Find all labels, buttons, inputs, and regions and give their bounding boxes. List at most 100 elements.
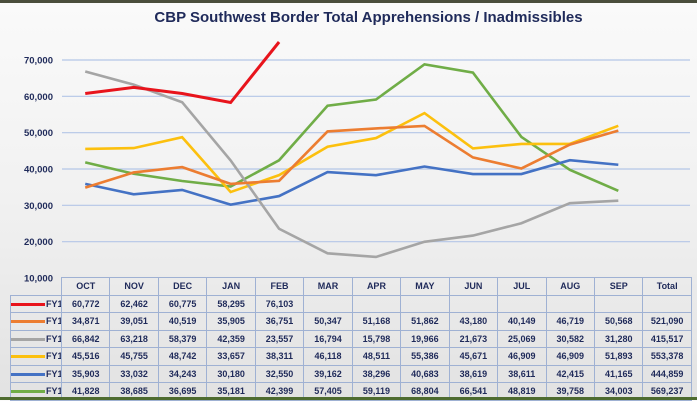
- data-cell: 58,295: [206, 294, 256, 313]
- legend-label: FY14: [46, 386, 61, 397]
- data-cell: 45,755: [109, 347, 159, 366]
- series-line-fy15: [84, 158, 619, 207]
- x-tick-label: JUL: [497, 277, 547, 296]
- data-cell: 50,347: [303, 312, 353, 331]
- gridlines: [62, 59, 690, 243]
- data-cell: 40,519: [157, 312, 208, 331]
- data-cell: 46,909: [497, 347, 547, 366]
- data-cell: 39,162: [303, 364, 353, 383]
- legend-entry: FY16: [10, 347, 62, 366]
- data-cell: [448, 294, 499, 313]
- data-cell: 34,871: [60, 312, 111, 331]
- data-cell: 48,511: [351, 347, 402, 366]
- data-cell: 48,742: [157, 347, 208, 366]
- x-tick-label: DEC: [157, 277, 208, 296]
- data-cell: 23,557: [254, 329, 305, 348]
- data-cell: 25,069: [497, 329, 547, 348]
- data-cell: 63,218: [109, 329, 159, 348]
- legend-swatch: [11, 390, 45, 394]
- series-line-fy19: [85, 41, 281, 105]
- data-cell: 33,657: [206, 347, 256, 366]
- legend-entry: FY19: [10, 294, 62, 313]
- legend-label: FY16: [46, 351, 61, 362]
- series-line-fy18: [84, 124, 619, 189]
- data-cell: 46,719: [545, 312, 595, 331]
- x-tick-label: MAR: [303, 277, 353, 296]
- bottom-border: [0, 397, 697, 400]
- data-cell: 50,568: [593, 312, 644, 331]
- series-lines: [84, 41, 619, 259]
- y-tick-label: 60,000: [24, 92, 53, 103]
- data-cell: 46,909: [545, 347, 595, 366]
- series-line-fy16: [85, 111, 619, 194]
- legend-label: FY15: [46, 368, 61, 379]
- data-cell: 68,804: [400, 382, 450, 401]
- data-cell: 58,379: [157, 329, 208, 348]
- legend-entry: FY17: [10, 329, 62, 348]
- data-cell: 42,359: [206, 329, 256, 348]
- series-line-fy17: [84, 70, 619, 259]
- data-cell: 38,296: [351, 364, 402, 383]
- y-tick-label: 30,000: [24, 201, 53, 212]
- table-row: FY1645,51645,75548,74233,65738,31146,118…: [10, 347, 692, 366]
- data-cell: 30,180: [206, 364, 256, 383]
- y-tick-label: 70,000: [24, 56, 53, 67]
- y-tick-label: 20,000: [24, 237, 53, 248]
- total-cell: 569,237: [642, 382, 692, 401]
- legend-label: FY18: [46, 316, 61, 327]
- y-axis: 70,000 60,000 50,000 40,000 30,000 20,000 10,0…: [24, 56, 53, 285]
- data-cell: 39,051: [109, 312, 159, 331]
- table-row: FY1535,90333,03234,24330,18032,55039,162…: [10, 364, 692, 383]
- x-tick-label: SEP: [593, 277, 644, 296]
- data-cell: 41,165: [593, 364, 644, 383]
- data-cell: 32,550: [254, 364, 305, 383]
- legend-entry: FY18: [10, 312, 62, 331]
- series-line-fy14: [84, 62, 619, 192]
- data-cell: [400, 294, 450, 313]
- data-cell: 30,582: [545, 329, 595, 348]
- table-corner: [11, 278, 62, 296]
- data-cell: 43,180: [448, 312, 499, 331]
- total-cell: 553,378: [642, 347, 692, 366]
- top-border: [0, 0, 697, 3]
- data-cell: 19,966: [400, 329, 450, 348]
- total-cell: [642, 294, 692, 313]
- data-cell: [497, 294, 547, 313]
- chart-title: CBP Southwest Border Total Apprehensions…: [154, 9, 583, 26]
- data-cell: 45,516: [60, 347, 111, 366]
- table-row: FY1834,87139,05140,51935,90536,75150,347…: [10, 312, 692, 331]
- x-tick-label: APR: [351, 277, 402, 296]
- total-cell: 444,859: [642, 364, 692, 383]
- data-cell: 51,893: [593, 347, 644, 366]
- data-cell: 42,415: [545, 364, 595, 383]
- y-tick-label: 50,000: [24, 128, 53, 139]
- legend-label: FY19: [46, 298, 61, 309]
- data-cell: 51,862: [400, 312, 450, 331]
- data-cell: 42,399: [254, 382, 305, 401]
- data-cell: 16,794: [303, 329, 353, 348]
- legend-entry: FY14: [10, 382, 62, 401]
- data-cell: 34,243: [157, 364, 208, 383]
- data-cell: 15,798: [351, 329, 402, 348]
- data-cell: 35,905: [206, 312, 256, 331]
- table-row: FY1441,82838,68536,69535,18142,39957,405…: [10, 382, 692, 401]
- data-cell: 31,280: [593, 329, 644, 348]
- x-tick-label: FEB: [254, 277, 305, 296]
- data-cell: [593, 294, 644, 313]
- data-cell: 66,842: [60, 329, 111, 348]
- x-tick-label: AUG: [545, 277, 595, 296]
- data-cell: 51,168: [351, 312, 402, 331]
- total-cell: 415,517: [642, 329, 692, 348]
- data-cell: 62,462: [109, 294, 159, 313]
- x-tick-label: JUN: [448, 277, 499, 296]
- data-cell: 21,673: [448, 329, 499, 348]
- legend-swatch: [11, 337, 45, 341]
- y-tick-label: 10,000: [24, 274, 53, 285]
- data-cell: 40,149: [497, 312, 547, 331]
- legend-label: FY17: [46, 333, 61, 344]
- data-cell: 38,311: [254, 347, 305, 366]
- data-cell: [351, 294, 402, 313]
- x-tick-label: OCT: [60, 277, 111, 296]
